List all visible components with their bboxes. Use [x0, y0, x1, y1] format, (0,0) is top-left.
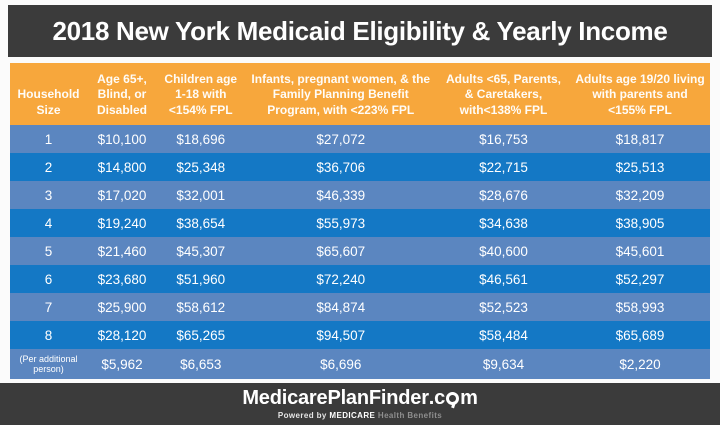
income-value-cell: $28,676	[479, 187, 528, 203]
eligibility-table: Household Size Age 65+, Blind, or Disable…	[10, 63, 710, 379]
logo-text-medicare: Medicare	[242, 387, 328, 409]
income-value-cell: $65,607	[316, 243, 366, 259]
table-row: 4 $19,240 $38,654 $55,973 $34,638 $38,905	[10, 209, 710, 237]
magnifier-icon	[446, 392, 460, 409]
brand-logo: MedicarePlanFinder.c m	[242, 387, 478, 409]
income-value-cell: $9,634	[482, 356, 525, 372]
table-row: (Per additional person) $5,962 $6,653 $6,69…	[10, 349, 710, 379]
income-value-cell: $84,874	[316, 299, 366, 315]
household-size-cell: 2	[44, 159, 53, 175]
column-header: Adults <65, Parents, & Caretakers, with<…	[437, 63, 570, 125]
income-value-cell: $40,600	[479, 243, 528, 259]
income-value-cell: $94,507	[316, 327, 366, 343]
table-row: 1 $10,100 $18,696 $27,072 $16,753 $18,817	[10, 125, 710, 153]
household-size-cell: 8	[44, 327, 53, 343]
income-value-cell: $25,900	[97, 299, 147, 315]
income-value-cell: $25,348	[176, 159, 226, 175]
logo-text-finder: Finder	[368, 387, 429, 409]
income-value-cell: $23,680	[97, 271, 147, 287]
income-value-cell: $25,513	[615, 159, 665, 175]
income-value-cell: $32,001	[176, 187, 226, 203]
income-value-cell: $21,460	[97, 243, 147, 259]
income-value-cell: $2,220	[619, 356, 661, 372]
income-value-cell: $5,962	[101, 356, 143, 372]
logo-text-plan: Plan	[327, 387, 369, 409]
household-size-cell: 6	[44, 271, 53, 287]
household-size-cell: (Per additional person)	[19, 353, 78, 374]
logo-text-dot-c: .c	[428, 387, 446, 409]
column-header: Infants, pregnant women, & the Family Pl…	[244, 63, 437, 125]
magnifier-handle	[451, 401, 456, 409]
title-bar: 2018 New York Medicaid Eligibility & Yea…	[8, 5, 712, 57]
brand-suffix-text: Health Benefits	[377, 411, 443, 420]
table-row: 3 $17,020 $32,001 $46,339 $28,676 $32,209	[10, 181, 710, 209]
income-value-cell: $38,905	[615, 215, 665, 231]
column-header: Age 65+, Blind, or Disabled	[87, 63, 157, 125]
income-value-cell: $46,339	[316, 187, 366, 203]
income-value-cell: $58,612	[176, 299, 226, 315]
income-value-cell: $52,523	[479, 299, 528, 315]
income-value-cell: $34,638	[479, 215, 528, 231]
brand-name-text: MEDICARE	[329, 411, 376, 420]
logo-text-m: m	[460, 387, 478, 409]
table-container: Household Size Age 65+, Blind, or Disable…	[10, 63, 710, 379]
table-row: 2 $14,800 $25,348 $36,706 $22,715 $25,513	[10, 153, 710, 181]
income-value-cell: $14,800	[97, 159, 147, 175]
household-size-cell: 1	[44, 131, 53, 147]
powered-by-line: Powered by MEDICARE Health Benefits	[278, 411, 442, 420]
table-row: 5 $21,460 $45,307 $65,607 $40,600 $45,601	[10, 237, 710, 265]
income-value-cell: $10,100	[97, 131, 147, 147]
column-header: Household Size	[10, 63, 87, 125]
column-header: Children age 1-18 with <154% FPL	[157, 63, 245, 125]
table-body: 1 $10,100 $18,696 $27,072 $16,753 $18,817 2 $14…	[10, 125, 710, 379]
income-value-cell: $65,689	[615, 327, 665, 343]
page-title: 2018 New York Medicaid Eligibility & Yea…	[52, 15, 668, 46]
income-value-cell: $51,960	[176, 271, 226, 287]
household-size-cell: 5	[44, 243, 53, 259]
income-value-cell: $19,240	[97, 215, 147, 231]
income-value-cell: $36,706	[316, 159, 366, 175]
income-value-cell: $58,993	[615, 299, 665, 315]
income-value-cell: $6,653	[180, 356, 222, 372]
income-value-cell: $46,561	[479, 271, 528, 287]
powered-by-text: Powered by	[277, 411, 327, 420]
income-value-cell: $27,072	[316, 131, 366, 147]
income-value-cell: $16,753	[479, 131, 528, 147]
income-value-cell: $58,484	[479, 327, 528, 343]
income-value-cell: $28,120	[97, 327, 147, 343]
table-row: 7 $25,900 $58,612 $84,874 $52,523 $58,993	[10, 293, 710, 321]
table-header-row: Household Size Age 65+, Blind, or Disable…	[10, 63, 710, 125]
household-size-cell: 3	[44, 187, 53, 203]
household-size-cell: 4	[44, 215, 53, 231]
income-value-cell: $38,654	[176, 215, 226, 231]
table-header: Household Size Age 65+, Blind, or Disable…	[10, 63, 710, 125]
income-value-cell: $45,307	[176, 243, 226, 259]
footer: MedicarePlanFinder.c m Powered by MEDICAR…	[0, 383, 720, 425]
household-size-cell: 7	[44, 299, 53, 315]
income-value-cell: $65,265	[176, 327, 226, 343]
income-value-cell: $18,817	[615, 131, 665, 147]
income-value-cell: $32,209	[615, 187, 665, 203]
income-value-cell: $52,297	[615, 271, 665, 287]
income-value-cell: $6,696	[320, 356, 362, 372]
table-row: 8 $28,120 $65,265 $94,507 $58,484 $65,689	[10, 321, 710, 349]
column-header: Adults age 19/20 living with parents and…	[570, 63, 710, 125]
income-value-cell: $18,696	[176, 131, 226, 147]
income-value-cell: $55,973	[316, 215, 366, 231]
income-value-cell: $22,715	[479, 159, 528, 175]
income-value-cell: $45,601	[615, 243, 665, 259]
income-value-cell: $17,020	[97, 187, 147, 203]
table-row: 6 $23,680 $51,960 $72,240 $46,561 $52,297	[10, 265, 710, 293]
income-value-cell: $72,240	[316, 271, 366, 287]
